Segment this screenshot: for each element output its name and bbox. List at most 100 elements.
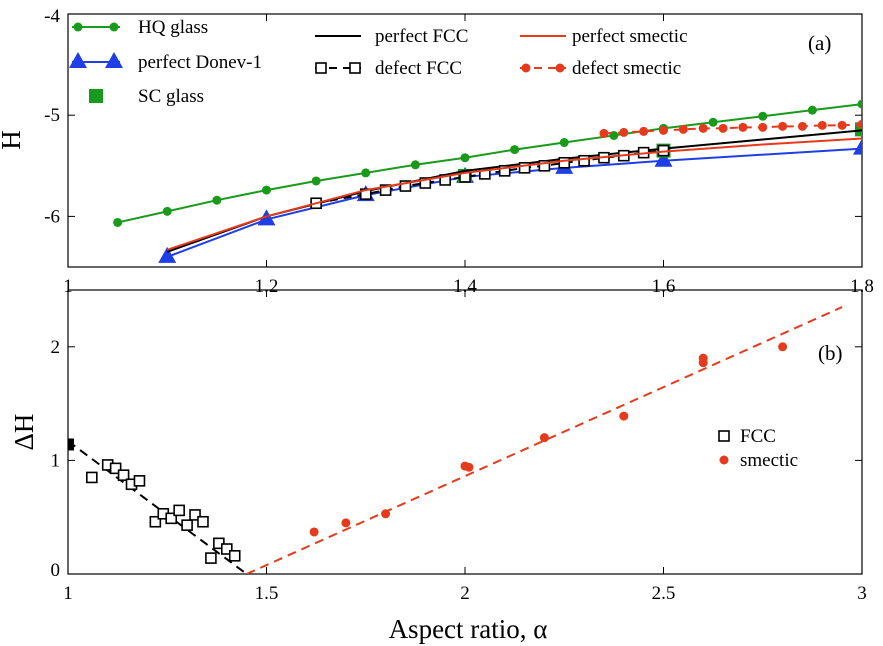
legend-b: FCC smectic (718, 426, 798, 471)
series-perfect-smectic (166, 137, 862, 251)
data-point-hq-glass-9 (559, 138, 569, 148)
y-axis-label-b: ΔH (9, 414, 39, 451)
series-defect-smectic (599, 119, 862, 138)
legend-marker-hq-glass-start (73, 22, 83, 32)
legend-marker-perfect-donev-1-start (69, 52, 87, 68)
data-point-defect-fcc-4 (419, 177, 432, 189)
data-point-defect-smectic-0 (599, 128, 609, 138)
data-point-smectic-1 (341, 518, 351, 528)
data-point-smectic-5 (539, 433, 549, 443)
data-point-hq-glass-5 (361, 168, 371, 178)
legend-item-perfect-donev-1: perfect Donev-1 (69, 52, 262, 73)
fit-line-b-1 (246, 306, 843, 574)
legend-item-defect-fcc: defect FCC (315, 58, 462, 79)
y-tick-label-a-1: -5 (44, 105, 60, 126)
legend-label-sc-glass: SC glass (138, 86, 204, 107)
series-fcc (86, 459, 241, 564)
data-point-fcc-5 (133, 475, 146, 487)
data-point-smectic-2 (381, 509, 391, 519)
series-line-perfect-smectic (166, 137, 862, 251)
data-point-perfect-donev-1-6 (853, 138, 862, 155)
x-tick-label-a-0: 1 (63, 276, 73, 297)
data-point-hq-glass-8 (510, 145, 520, 155)
data-point-hq-glass-2 (212, 195, 222, 205)
x-tick-label-b-2: 2 (460, 583, 470, 604)
data-point-fcc-6 (149, 515, 162, 528)
legend-marker-sc-glass (89, 89, 103, 103)
y-tick-label-a-2: -6 (44, 206, 60, 227)
data-point-defect-fcc-7 (479, 168, 491, 180)
data-point-defect-smectic-2 (639, 126, 649, 136)
data-point-fcc-8 (165, 512, 178, 525)
legend-label-fcc: FCC (740, 426, 776, 447)
x-axis-label-b: Aspect ratio, α (389, 614, 548, 644)
legend-label-smectic: smectic (740, 450, 798, 471)
data-point-fcc-9 (173, 504, 185, 517)
data-point-fcc-13 (205, 552, 217, 564)
data-point-fcc-15 (221, 543, 233, 555)
legend-label-perfect-fcc: perfect FCC (375, 26, 468, 47)
data-point-hq-glass-12 (708, 117, 718, 127)
legend-label-perfect-smectic: perfect smectic (572, 26, 688, 47)
y-tick-label-b-1: 1 (51, 450, 61, 471)
x-tick-label-a-4: 1.8 (850, 276, 874, 297)
y-tick-label-b-0: 0 (51, 560, 61, 581)
data-point-defect-fcc-9 (518, 162, 531, 174)
legend-marker-defect-smectic-start (521, 63, 531, 73)
data-point-defect-fcc-11 (558, 156, 571, 169)
legend-item-fcc: FCC (718, 426, 776, 447)
legend-item-perfect-smectic: perfect smectic (520, 26, 688, 47)
panel-tag-a: (a) (808, 31, 831, 55)
legend-item-smectic: smectic (719, 450, 798, 471)
data-point-fcc-16 (228, 550, 241, 562)
series-series-1 (68, 438, 74, 451)
legend-label-defect-smectic: defect smectic (572, 58, 681, 79)
data-point-defect-smectic-10 (797, 121, 807, 131)
data-point-perfect-donev-1-0 (158, 246, 177, 263)
x-tick-label-a-1: 1.2 (255, 276, 279, 297)
legend-marker-fcc (718, 430, 730, 442)
data-point-hq-glass-4 (311, 176, 321, 186)
data-point-hq-glass-1 (162, 206, 172, 216)
data-point-defect-smectic-11 (817, 120, 827, 130)
legend-marker-defect-smectic-end (555, 63, 565, 73)
data-point-defect-fcc-5 (439, 174, 451, 186)
data-point-defect-smectic-9 (778, 121, 788, 131)
data-point-sc-glass-2 (855, 122, 862, 137)
ticks-a: 1 1.2 1.4 1.6 1.8 -4 -5 -6 (44, 6, 874, 297)
data-point-smectic-4 (464, 462, 474, 472)
legend-label-perfect-donev-1: perfect Donev-1 (138, 52, 262, 73)
data-point-defect-smectic-13 (857, 119, 862, 129)
x-tick-label-a-2: 1.4 (453, 276, 477, 297)
y-axis-label-a: H (0, 130, 26, 150)
legend-item-perfect-fcc: perfect FCC (315, 26, 468, 47)
data-point-perfect-donev-1-5 (654, 150, 673, 167)
data-point-defect-fcc-12 (578, 154, 590, 167)
legend-marker-perfect-donev-1-end (105, 52, 123, 68)
data-point-defect-smectic-6 (718, 123, 728, 133)
series-group-a (113, 99, 862, 263)
x-tick-label-b-0: 1 (63, 583, 73, 604)
data-point-fcc-0 (86, 471, 98, 484)
data-point-defect-smectic-1 (619, 127, 629, 137)
legend-label-defect-fcc: defect FCC (375, 58, 462, 79)
panel-tag-b: (b) (818, 341, 843, 365)
y-tick-label-b-2: 2 (51, 337, 61, 358)
series-hq-glass (113, 99, 862, 227)
data-point-defect-fcc-8 (498, 165, 511, 177)
fit-line-b-0 (68, 440, 248, 574)
data-point-hq-glass-7 (460, 153, 470, 163)
series-smectic (309, 342, 788, 537)
legend-marker-defect-fcc-end (349, 62, 361, 74)
data-point-fcc-11 (189, 509, 201, 521)
series-group-b (68, 306, 843, 574)
data-point-defect-smectic-3 (659, 125, 668, 135)
data-point-defect-fcc-2 (379, 184, 392, 196)
data-point-hq-glass-13 (758, 111, 768, 121)
x-tick-label-a-3: 1.6 (652, 276, 676, 297)
data-point-defect-fcc-3 (399, 180, 412, 192)
data-point-defect-smectic-4 (678, 124, 688, 134)
